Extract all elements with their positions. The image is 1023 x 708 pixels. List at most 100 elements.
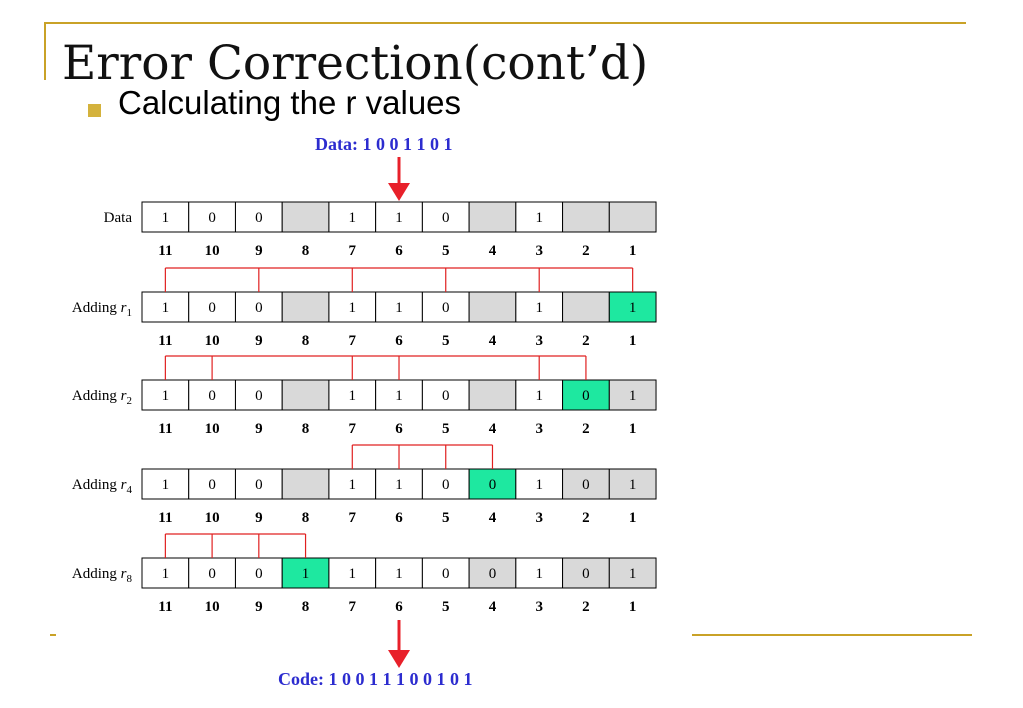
bit-value: 1 [349,388,357,404]
code-arrow [388,620,411,668]
bit-cell [562,291,610,323]
bit-value: 1 [302,566,310,582]
bit-cell [328,557,377,589]
position-index: 11 [158,599,172,615]
bit-cell [328,379,377,411]
bit-value: 0 [255,388,263,404]
bit-value: 0 [208,477,216,493]
position-index: 6 [395,333,403,349]
bit-value: 1 [162,388,170,404]
bit-cell [141,379,190,411]
bit-cell [234,201,283,233]
bit-value: 1 [349,477,357,493]
position-index: 3 [535,599,543,615]
bit-value: 0 [442,477,450,493]
bullet-text: Calculating the r values [118,84,462,121]
bit-value: 0 [489,477,497,493]
bit-value: 1 [395,566,403,582]
position-index: 8 [302,421,310,437]
bit-value: 0 [442,300,450,316]
position-index: 5 [442,599,450,615]
position-index: 3 [535,243,543,259]
bottom-left-accent-rule [50,634,56,636]
position-index: 4 [489,243,497,259]
bit-cell [188,468,236,500]
position-index: 1 [629,333,637,349]
bit-value: 1 [395,210,403,226]
bit-cell [562,379,610,411]
bit-value: 1 [349,210,357,226]
position-index: 4 [489,599,497,615]
bit-cell [608,468,657,500]
data-caption: Data: 1 0 0 1 1 0 1 [315,134,453,154]
bit-cell [188,291,236,323]
bit-value: 1 [162,566,170,582]
bullet-square-icon [88,104,101,117]
bit-value: 0 [208,388,216,404]
position-index: 11 [158,421,172,437]
position-index: 10 [205,421,220,437]
bit-cell [375,201,423,233]
bit-value: 1 [162,300,170,316]
bit-cell [468,291,517,323]
bit-value: 1 [629,566,637,582]
position-index: 7 [349,243,357,259]
position-index: 8 [302,510,310,526]
position-index: 2 [582,599,590,615]
bit-value: 1 [395,300,403,316]
bit-cell [562,201,610,233]
position-index: 5 [442,510,450,526]
row-label: Data [104,210,133,226]
position-index: 3 [535,421,543,437]
position-index: 9 [255,599,263,615]
bit-cell [468,201,517,233]
parity-bracket [164,355,587,380]
bit-value: 1 [535,477,543,493]
bit-cell [608,379,657,411]
bit-cell [141,557,190,589]
position-index: 8 [302,333,310,349]
bit-cell [281,468,330,500]
position-index: 1 [629,510,637,526]
bit-value: 1 [629,388,637,404]
bit-value: 0 [442,210,450,226]
position-index: 1 [629,243,637,259]
row-label: Adding r1 [72,300,132,319]
position-index: 9 [255,421,263,437]
position-index: 9 [255,510,263,526]
parity-bracket [164,267,634,292]
row-label: Adding r2 [72,388,132,407]
position-index: 8 [302,599,310,615]
position-index: 2 [582,510,590,526]
position-index: 4 [489,333,497,349]
bit-cell [281,291,330,323]
position-index: 9 [255,243,263,259]
bit-value: 0 [489,566,497,582]
bit-cell [234,291,283,323]
bit-cell [421,201,470,233]
bit-cell [375,557,423,589]
position-index: 1 [629,599,637,615]
position-index: 6 [395,421,403,437]
bit-cell [515,201,564,233]
slide-title: Error Correction(cont’d) [62,36,649,91]
top-accent-rule [44,22,966,24]
position-index: 7 [349,510,357,526]
row-label: Adding r4 [72,477,133,496]
bit-value: 0 [442,566,450,582]
bit-cell [421,379,470,411]
bit-cell [328,201,377,233]
bit-cell [188,201,236,233]
position-index: 3 [535,333,543,349]
position-index: 10 [205,243,220,259]
parity-bracket [164,533,307,558]
position-index: 11 [158,510,172,526]
position-index: 7 [349,421,357,437]
position-index: 7 [349,333,357,349]
bit-cell [281,379,330,411]
position-index: 9 [255,333,263,349]
bit-value: 0 [255,300,263,316]
bit-value: 0 [208,210,216,226]
left-accent-rule [44,22,46,80]
